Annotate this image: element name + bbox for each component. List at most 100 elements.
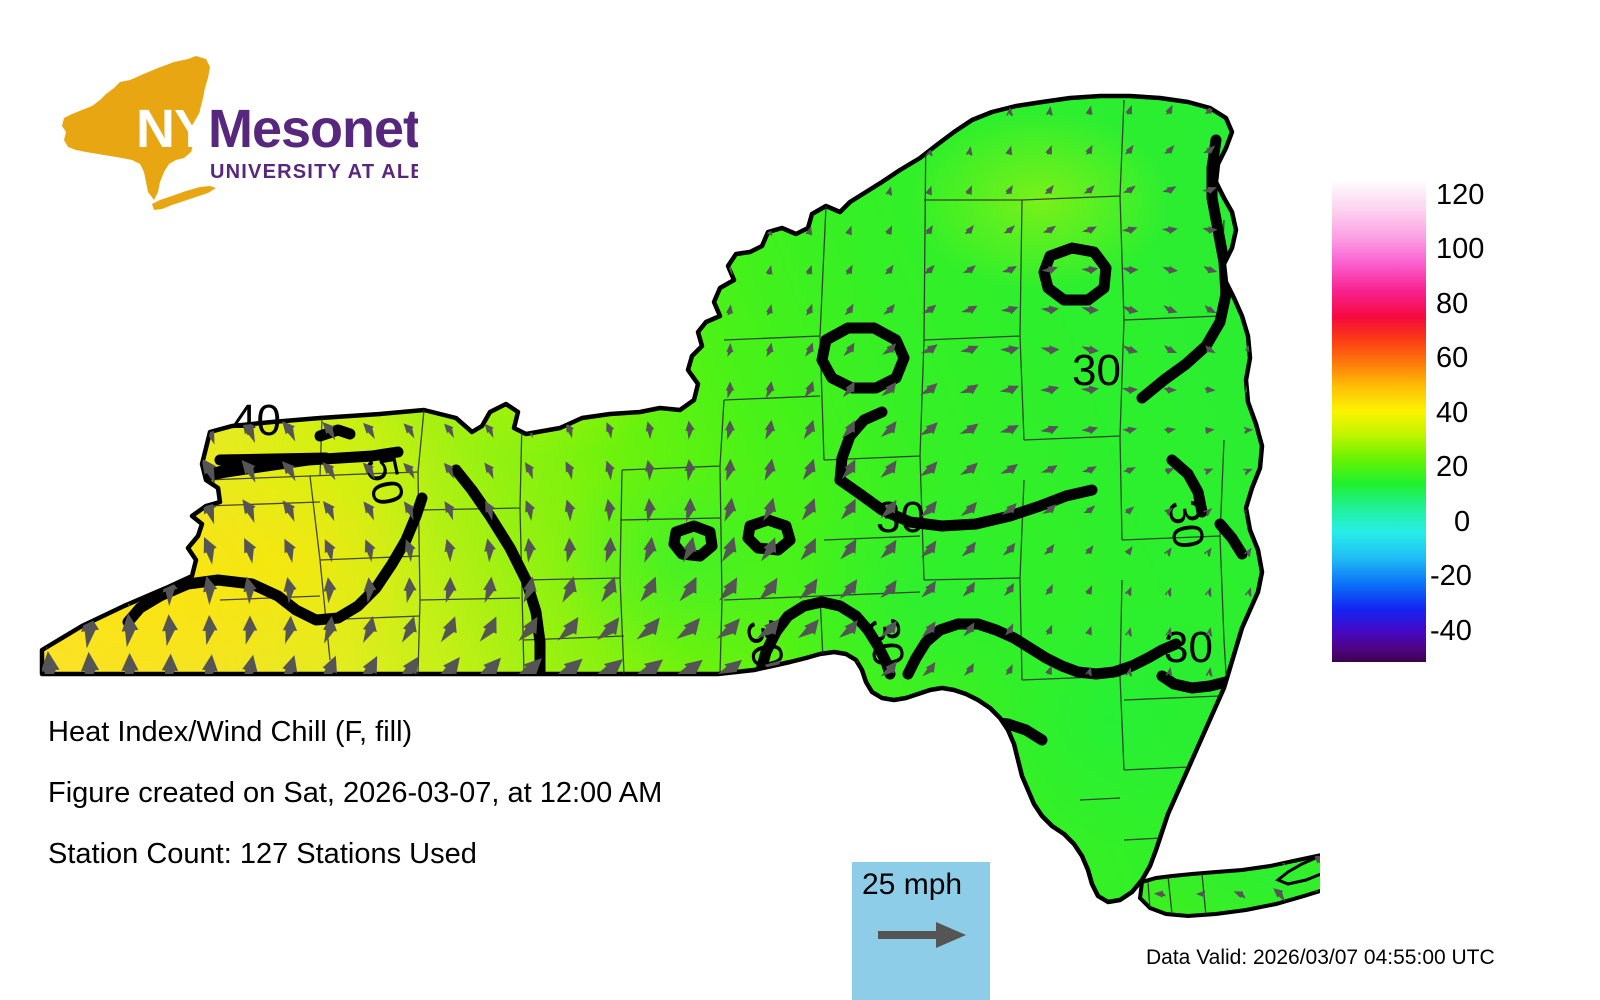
wind-arrow [241,419,256,444]
wind-arrow [1242,146,1257,155]
wind-arrow [920,540,937,558]
wind-arrow [1122,426,1138,434]
wind-arrow [685,146,692,157]
wind-arrow [283,577,297,604]
wind-arrow [564,499,576,522]
wind-arrow [284,538,296,563]
wind-arrow [365,340,375,361]
wind-arrow [195,179,222,197]
wind-arrow [42,99,56,119]
colorbar-tick-120: 120 [1436,179,1485,211]
wind-arrow [643,536,657,563]
wind-arrow [963,662,974,676]
wind-arrow [243,576,257,605]
wind-arrow [1040,425,1059,435]
wind-arrow [523,103,535,116]
wind-arrow [203,376,218,406]
wind-arrow [765,265,773,275]
wind-arrow [363,501,375,521]
wind-arrow [1125,104,1133,115]
wind-arrow [804,381,815,399]
wind-arrow [1000,305,1019,315]
wind-arrow [281,461,296,482]
wind-arrow [443,462,455,479]
wind-arrow [645,421,655,440]
wind-arrow [1081,305,1099,315]
wind-arrow [401,616,417,643]
colorbar-tick-neg40: -40 [1430,615,1472,647]
wind-arrow [202,334,218,367]
wind-arrow [76,215,99,242]
wind-arrow [960,501,977,517]
wind-arrow [716,618,740,639]
wind-arrow [764,458,776,481]
wind-arrow [324,339,336,362]
wind-arrow [1205,667,1213,677]
wind-arrow [1124,144,1134,155]
wind-arrow [526,303,534,317]
wind-arrow [802,458,816,481]
wind-arrow [479,616,497,642]
wind-arrow [405,300,415,320]
wind-arrow [158,100,179,118]
wind-arrow [557,616,579,641]
wind-arrow [196,217,220,240]
wind-arrow [1205,345,1216,354]
wind-arrow [805,186,813,197]
wind-arrow [676,617,701,640]
wind-arrow [1162,265,1179,274]
wind-arrow [880,539,897,559]
wind-arrow [640,576,657,602]
wind-arrow [1085,105,1093,116]
wind-arrow [1042,504,1057,514]
wind-arrow [1194,856,1206,864]
wind-arrow [567,343,575,357]
wind-arrow [880,421,897,437]
wind-arrow [1045,624,1053,635]
wind-arrow [1205,627,1213,637]
wind-arrow [1125,667,1133,677]
wind-arrow [1082,466,1097,474]
wind-arrow [919,422,938,436]
wind-arrow [1084,544,1094,555]
wind-arrow [277,180,301,197]
contour-label-30-north: 30 [1072,346,1121,395]
wind-arrow [42,291,60,328]
wind-arrow [441,142,457,155]
wind-arrow [842,420,856,439]
wind-arrow [162,496,178,526]
wind-arrow [1203,145,1216,154]
wind-arrow [1233,891,1246,899]
data-valid-timestamp: Data Valid: 2026/03/07 04:55:00 UTC [1146,946,1495,969]
wind-arrow [446,342,455,359]
wind-arrow [1195,890,1206,898]
wind-arrow [765,381,775,399]
wind-arrow [400,182,418,196]
wind-arrow [961,305,978,314]
wind-arrow [1163,386,1177,394]
wind-arrow [1113,924,1128,933]
contour-label-40: 40 [232,396,281,445]
wind-arrow [607,383,615,398]
wind-arrow [881,343,897,355]
wind-arrow [920,382,938,395]
wind-arrow [1122,345,1139,354]
wind-arrow [1045,106,1053,116]
wind-arrow [764,419,776,440]
wind-arrow [202,614,218,646]
colorbar-tick-0: 0 [1454,506,1471,538]
wind-arrow [1243,468,1253,476]
wind-arrow [483,183,495,196]
wind-arrow [403,423,415,439]
wind-arrow [162,374,178,408]
wind-arrow [801,498,816,521]
wind-arrow [1203,468,1214,476]
wind-arrow [606,304,614,316]
wind-arrow [725,420,735,440]
wind-arrow [1164,507,1174,516]
wind-arrow [81,411,100,450]
wind-arrow [118,254,138,284]
wind-arrow [959,423,979,435]
wind-arrow [364,539,376,563]
wind-arrow [674,659,703,677]
